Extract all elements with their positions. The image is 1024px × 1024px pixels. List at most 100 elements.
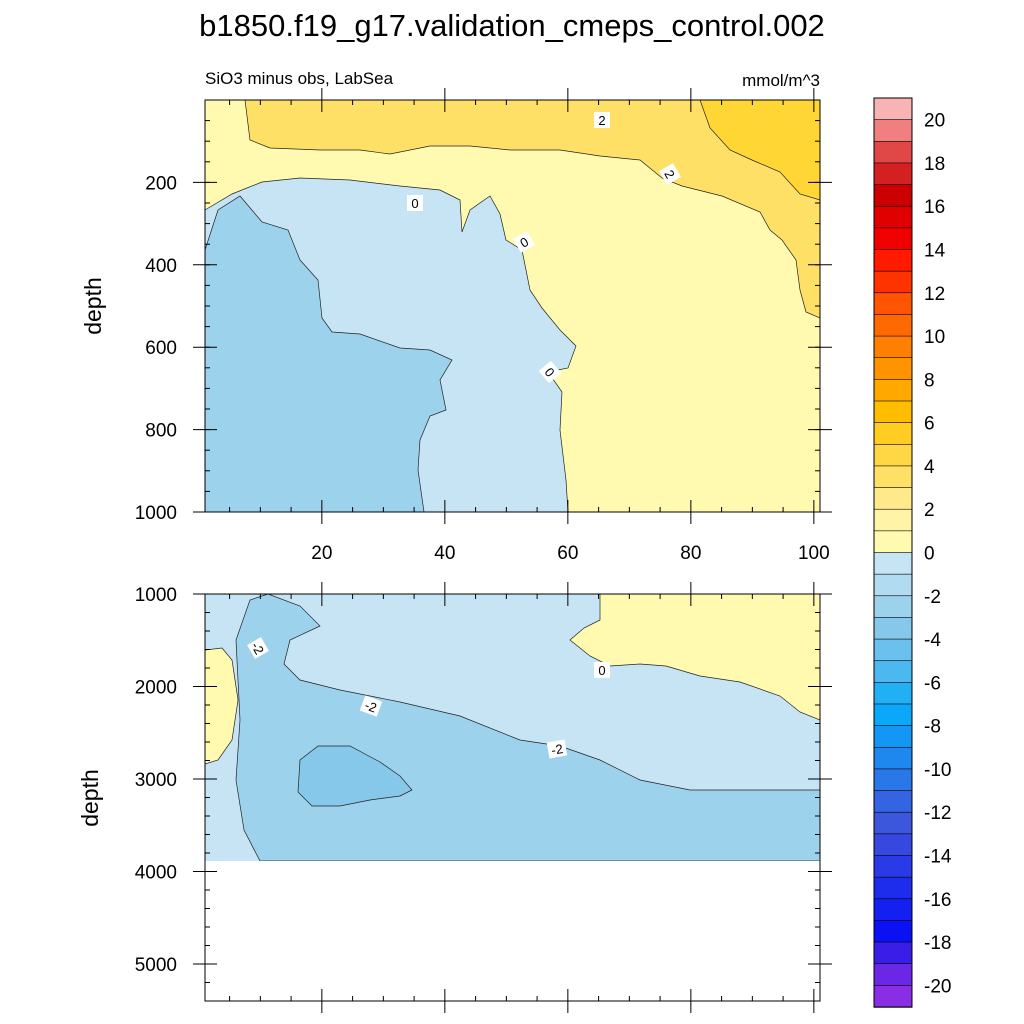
- colorbar-label: -20: [924, 976, 951, 997]
- top-y-axis-label: depth: [80, 277, 106, 335]
- colorbar-label: -10: [924, 760, 951, 781]
- colorbar-swatch: [873, 703, 913, 727]
- x-tick-label: 100: [798, 543, 830, 564]
- colorbar-swatch: [873, 465, 913, 489]
- colorbar-swatch: [873, 270, 913, 294]
- colorbar-label: 4: [924, 457, 935, 478]
- colorbar-swatch: [873, 552, 913, 575]
- colorbar-swatch: [873, 811, 913, 835]
- bottom-contour-labels: -2 -2 -2 0: [247, 637, 610, 759]
- colorbar-label: 12: [924, 284, 945, 305]
- colorbar-label: -8: [924, 717, 941, 738]
- chart-subtitle: SiO3 minus obs, LabSea: [205, 69, 394, 88]
- top-region-minus4-to-minus2: [205, 195, 453, 512]
- bottom-panel: -2 -2 -2 0 1000 2000 3000 4000 5000 depth: [77, 582, 832, 1013]
- bottom-axis-ticks: 1000 2000 3000 4000 5000: [135, 582, 832, 1013]
- colorbar-swatch: [873, 249, 913, 272]
- colorbar-swatch: [873, 876, 913, 900]
- colorbar-swatch: [873, 530, 913, 554]
- top-region-2-to-4: [244, 100, 820, 319]
- colorbar-swatch: [873, 790, 913, 813]
- top-region-4-to-6: [699, 100, 820, 201]
- colorbar-label: -18: [924, 933, 951, 954]
- colorbar-swatch: [873, 227, 913, 251]
- contour-label: 0: [598, 663, 605, 678]
- contour-label: -2: [363, 697, 379, 715]
- colorbar-swatch: [873, 660, 913, 684]
- colorbar-swatch: [873, 400, 913, 424]
- colorbar-swatch: [873, 617, 913, 640]
- colorbar-swatch: [873, 292, 913, 316]
- colorbar-swatch: [873, 833, 913, 857]
- chart-title: b1850.f19_g17.validation_cmeps_control.0…: [199, 8, 825, 43]
- x-tick-label: 60: [557, 543, 578, 564]
- bottom-panel-empty-area: [205, 861, 820, 1001]
- colorbar-label: 20: [924, 111, 945, 132]
- x-tick-label: 40: [434, 543, 455, 564]
- colorbar-label: 6: [924, 414, 935, 435]
- chart-units: mmol/m^3: [742, 71, 820, 90]
- colorbar-swatch: [873, 638, 913, 662]
- colorbar-swatch: [873, 920, 913, 943]
- colorbar-swatch: [873, 595, 913, 619]
- colorbar-label: -6: [924, 673, 941, 694]
- colorbar-label: 18: [924, 154, 945, 175]
- colorbar-swatch: [873, 985, 913, 1008]
- colorbar-swatch: [873, 682, 913, 705]
- colorbar-swatch: [873, 746, 913, 770]
- colorbar-label: -2: [924, 587, 941, 608]
- colorbar-swatch: [873, 443, 913, 467]
- y-tick-label: 1000: [135, 585, 177, 606]
- colorbar-swatch: [873, 379, 913, 402]
- colorbar-swatch: [873, 357, 913, 381]
- colorbar-swatch: [873, 314, 913, 337]
- bottom-panel-field: [205, 594, 820, 861]
- colorbar-swatch: [873, 725, 913, 748]
- colorbar-swatch: [873, 422, 913, 445]
- top-contour-labels: 2 2 0 0 0: [407, 112, 681, 384]
- y-tick-label: 2000: [135, 678, 177, 699]
- bottom-region-0-to-2: [205, 647, 239, 765]
- colorbar-swatch: [873, 97, 913, 121]
- y-tick-label: 4000: [135, 863, 177, 884]
- y-tick-label: 400: [145, 256, 177, 277]
- colorbar-swatch: [873, 898, 913, 922]
- colorbar-label: 14: [924, 241, 946, 262]
- colorbar-swatch: [873, 573, 913, 597]
- contour-label: -2: [550, 741, 564, 758]
- colorbar-swatch: [873, 205, 913, 229]
- colorbar-frame: [873, 97, 913, 1008]
- bottom-y-axis-label: depth: [77, 769, 103, 827]
- colorbar-swatch: [873, 184, 913, 207]
- colorbar-swatch: [873, 487, 913, 510]
- colorbar-swatch: [873, 855, 913, 878]
- colorbar-label: -14: [924, 847, 952, 868]
- colorbar-swatch: [873, 140, 913, 164]
- y-tick-label: 200: [145, 173, 177, 194]
- colorbar-label: 16: [924, 197, 945, 218]
- y-tick-label: 3000: [135, 770, 177, 791]
- colorbar-swatch: [873, 941, 913, 965]
- colorbar-swatch: [873, 768, 913, 792]
- bottom-region-0-to-2: [569, 594, 820, 721]
- contour-label: 2: [598, 113, 605, 128]
- colorbar-swatch: [873, 119, 913, 142]
- colorbar-label: -12: [924, 803, 951, 824]
- contour-label: 0: [411, 196, 418, 211]
- y-tick-label: 5000: [135, 955, 177, 976]
- colorbar-swatch: [873, 335, 913, 359]
- colorbar-label: -4: [924, 630, 941, 651]
- colorbar-label: 2: [924, 500, 935, 521]
- colorbar-label: -16: [924, 890, 951, 911]
- top-panel-field: [205, 100, 820, 512]
- y-tick-label: 600: [145, 338, 177, 359]
- bottom-region-minus6-to-minus4: [297, 745, 413, 807]
- y-tick-label: 800: [145, 421, 177, 442]
- colorbar-label: 8: [924, 370, 935, 391]
- x-tick-label: 80: [680, 543, 701, 564]
- colorbar-swatch: [873, 162, 913, 186]
- y-tick-label: 1000: [135, 503, 177, 524]
